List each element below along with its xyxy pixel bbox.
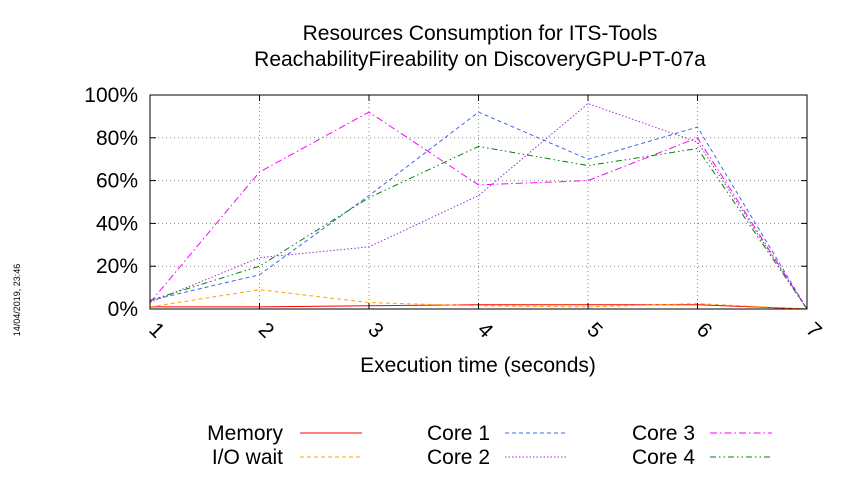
grid — [150, 95, 807, 309]
x-tick-label: 2 — [254, 318, 279, 343]
x-tick-label: 1 — [144, 318, 169, 343]
axis-ticks: 0% 20% 40% 60% 80% 100% 1 2 3 4 5 6 7 — [84, 84, 826, 343]
legend-label-i-o-wait: I/O wait — [212, 446, 283, 469]
x-axis-label: Execution time (seconds) — [360, 354, 596, 377]
legend-label-core-4: Core 4 — [632, 446, 695, 469]
series-line-core-4 — [149, 145, 808, 310]
series-line-core-1 — [149, 111, 808, 310]
y-tick-label: 0% — [108, 298, 138, 321]
y-tick-label: 40% — [96, 212, 138, 235]
legend-label-core-2: Core 2 — [427, 446, 490, 469]
y-tick-label: 80% — [96, 127, 138, 150]
legend-label-core-3: Core 3 — [632, 422, 695, 445]
x-tick-label: 6 — [692, 318, 717, 343]
x-tick-label: 4 — [473, 318, 498, 343]
series-line-core-3 — [149, 111, 808, 310]
x-tick-label: 7 — [801, 318, 826, 343]
x-tick-label: 5 — [582, 318, 607, 343]
x-tick-label: 3 — [363, 318, 388, 343]
timestamp: 14/04/2019, 23:46 — [12, 264, 22, 337]
series-lines — [149, 103, 808, 310]
y-tick-label: 60% — [96, 170, 138, 193]
chart-title: Resources Consumption for ITS-Tools — [303, 22, 658, 45]
legend-label-memory: Memory — [207, 422, 283, 445]
legend-label-core-1: Core 1 — [427, 422, 490, 445]
series-line-core-2 — [149, 103, 808, 310]
y-tick-label: 20% — [96, 255, 138, 278]
chart-subtitle: ReachabilityFireability on DiscoveryGPU-… — [254, 48, 706, 71]
y-tick-label: 100% — [84, 84, 138, 107]
